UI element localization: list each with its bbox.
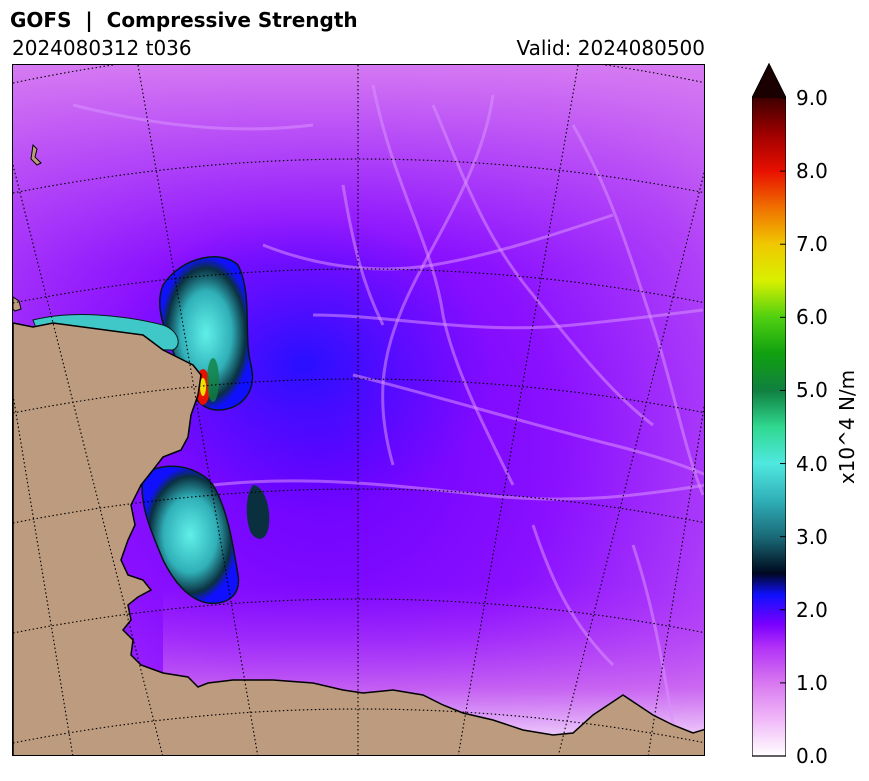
coast-fragment: [13, 296, 22, 312]
colorbar-ticks: [780, 97, 786, 757]
colorbar-label: x10^4 N/m: [835, 369, 859, 485]
colorbar-tick-label: 9.0: [796, 86, 828, 110]
colorbar-body: [752, 98, 786, 756]
plot-title: GOFS | Compressive Strength: [10, 8, 358, 32]
small-island: [30, 143, 42, 166]
colorbar-extend-arrow: [752, 64, 786, 98]
ridge-streaks: [72, 84, 704, 726]
colorbar-tick-label: 4.0: [796, 451, 828, 476]
strength-ring: [207, 358, 219, 402]
colorbar-tick-label: 7.0: [796, 232, 828, 257]
colorbar-tick-label: 6.0: [796, 305, 828, 330]
valid-label: Valid: 2024080500: [516, 36, 705, 60]
colorbar-tick-label: 0.0: [796, 744, 828, 768]
graticule: [13, 65, 704, 755]
colorbar: [752, 62, 786, 757]
map-canvas: [13, 65, 704, 755]
colorbar-tick-label: 5.0: [796, 378, 828, 403]
strength-patch-south: [141, 465, 240, 604]
colorbar-tick-label: 1.0: [796, 670, 828, 695]
strength-patch-small: [246, 485, 270, 539]
colorbar-gradient: [752, 64, 786, 756]
colorbar-tick-label: 3.0: [796, 524, 828, 549]
map-panel: [12, 64, 705, 756]
colorbar-tick-label: 2.0: [796, 597, 828, 622]
antarctic-land: [13, 322, 704, 755]
strength-peak-core: [200, 378, 206, 396]
colorbar-tick-label: 8.0: [796, 159, 828, 184]
run-label: 2024080312 t036: [12, 36, 192, 60]
